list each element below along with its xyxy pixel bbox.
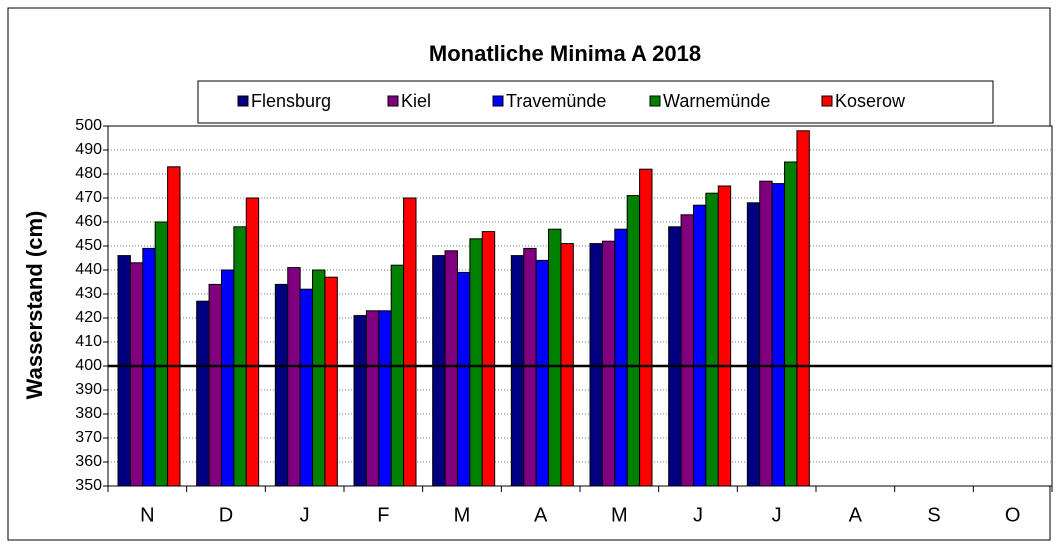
bar (233, 226, 247, 487)
legend-swatch (649, 95, 661, 107)
bar (746, 202, 761, 487)
bar (220, 269, 235, 487)
legend-label: Koserow (835, 91, 906, 111)
bar (796, 130, 810, 487)
y-axis-label: Wasserstand (cm) (22, 211, 47, 400)
bar (614, 228, 628, 487)
bar (196, 300, 210, 487)
bar (510, 255, 525, 487)
legend-label: Kiel (401, 91, 431, 111)
y-tick-label: 470 (75, 189, 102, 206)
y-tick-label: 350 (75, 477, 102, 494)
legend-label: Warnemünde (663, 91, 770, 111)
bar (129, 262, 144, 487)
legend-swatch (492, 95, 504, 107)
y-tick-label: 420 (75, 309, 102, 326)
bar (353, 315, 367, 487)
x-tick-label: J (693, 504, 703, 526)
y-tick-label: 450 (75, 237, 102, 254)
bar (771, 183, 786, 487)
y-tick-label: 440 (75, 261, 102, 278)
bar (299, 288, 314, 487)
bar (705, 192, 719, 487)
y-tick-label: 500 (75, 117, 102, 134)
bar (365, 310, 380, 487)
chart-title: Monatliche Minima A 2018 (429, 41, 701, 66)
x-tick-label: D (219, 504, 233, 526)
bar (274, 283, 289, 487)
bar (167, 166, 181, 487)
legend-label: Flensburg (251, 91, 331, 111)
bar (456, 271, 471, 487)
bar (639, 168, 653, 487)
bar (717, 185, 732, 487)
y-tick-label: 390 (75, 381, 102, 398)
bar (312, 269, 326, 487)
x-tick-label: J (772, 504, 782, 526)
plot-border (107, 125, 1053, 487)
y-tick-label: 380 (75, 405, 102, 422)
bar (680, 214, 694, 487)
y-tick-label: 490 (75, 141, 102, 158)
bar (117, 255, 131, 487)
x-tick-label: A (534, 504, 548, 526)
bar (535, 259, 550, 487)
bar (432, 255, 446, 487)
bar (601, 240, 616, 487)
plot-area (108, 126, 1052, 486)
y-tick-label: 460 (75, 213, 102, 230)
y-tick-label: 410 (75, 333, 102, 350)
bar (208, 283, 222, 487)
y-tick-label: 360 (75, 453, 102, 470)
y-tick-label: 400 (75, 357, 102, 374)
legend (197, 80, 994, 124)
bar (390, 264, 405, 487)
bar (692, 204, 707, 487)
bar (759, 180, 773, 487)
bar (378, 310, 392, 487)
legend-swatch (237, 95, 249, 107)
bar (154, 221, 169, 487)
bar (548, 228, 562, 487)
bar (481, 231, 496, 487)
x-tick-label: J (300, 504, 310, 526)
bar (324, 276, 338, 487)
x-tick-label: A (849, 504, 863, 526)
legend-swatch (821, 95, 833, 107)
bar (626, 195, 641, 487)
bar (469, 238, 483, 487)
bar (403, 197, 417, 487)
x-tick-label: M (454, 504, 471, 526)
x-tick-label: M (611, 504, 628, 526)
y-tick-label: 430 (75, 285, 102, 302)
y-tick-label: 480 (75, 165, 102, 182)
x-tick-label: O (1005, 504, 1021, 526)
bar (668, 226, 682, 487)
x-tick-label: S (927, 504, 940, 526)
legend-swatch (387, 95, 399, 107)
x-tick-label: F (377, 504, 389, 526)
bar (784, 161, 798, 487)
bar (287, 267, 301, 487)
legend-label: Travemünde (506, 91, 606, 111)
bar (444, 250, 458, 487)
y-tick-label: 370 (75, 429, 102, 446)
x-tick-label: N (140, 504, 154, 526)
bar (245, 197, 260, 487)
